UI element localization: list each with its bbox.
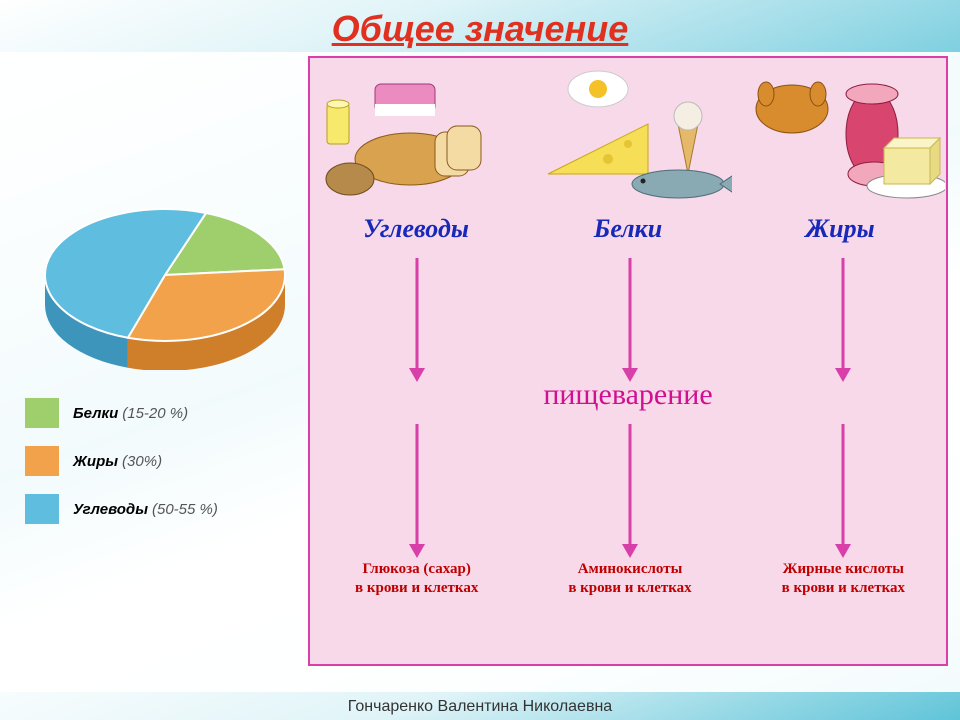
food-group-icon xyxy=(528,64,731,204)
arrow-down-icon xyxy=(618,424,642,560)
legend-label: Белки xyxy=(73,405,118,422)
food-group-icon xyxy=(742,64,945,204)
arrow-down-icon xyxy=(618,258,642,384)
slide-footer: Гончаренко Валентина Николаевна xyxy=(0,698,960,716)
pie-chart xyxy=(10,70,320,370)
arrow-down-icon xyxy=(405,258,429,384)
result-label: Аминокислотыв крови и клетках xyxy=(523,560,736,598)
legend-row: Углеводы(50-55 %) xyxy=(25,494,218,524)
legend-label: Углеводы xyxy=(73,501,148,518)
category-labels: УглеводыБелкиЖиры xyxy=(310,214,946,244)
result-label: Глюкоза (сахар)в крови и клетках xyxy=(310,560,523,598)
legend-swatch xyxy=(25,494,59,524)
slide-title: Общее значение xyxy=(0,8,960,50)
arrow-down-icon xyxy=(831,424,855,560)
legend-row: Жиры(30%) xyxy=(25,446,218,476)
digestion-diagram: УглеводыБелкиЖиры пищеварение Глюкоза (с… xyxy=(308,56,948,666)
food-illustration-row xyxy=(310,64,946,204)
legend-pct: (15-20 %) xyxy=(122,405,188,422)
result-label: Жирные кислотыв крови и клетках xyxy=(737,560,950,598)
category-label: Углеводы xyxy=(310,214,522,244)
legend-pct: (50-55 %) xyxy=(152,501,218,518)
pie-legend: Белки(15-20 %) Жиры(30%) Углеводы(50-55 %) xyxy=(25,398,218,542)
legend-swatch xyxy=(25,446,59,476)
food-group-icon xyxy=(315,64,518,204)
legend-pct: (30%) xyxy=(122,453,162,470)
arrow-down-icon xyxy=(831,258,855,384)
legend-swatch xyxy=(25,398,59,428)
category-label: Жиры xyxy=(734,214,946,244)
legend-row: Белки(15-20 %) xyxy=(25,398,218,428)
category-label: Белки xyxy=(522,214,734,244)
legend-label: Жиры xyxy=(73,453,118,470)
arrow-down-icon xyxy=(405,424,429,560)
